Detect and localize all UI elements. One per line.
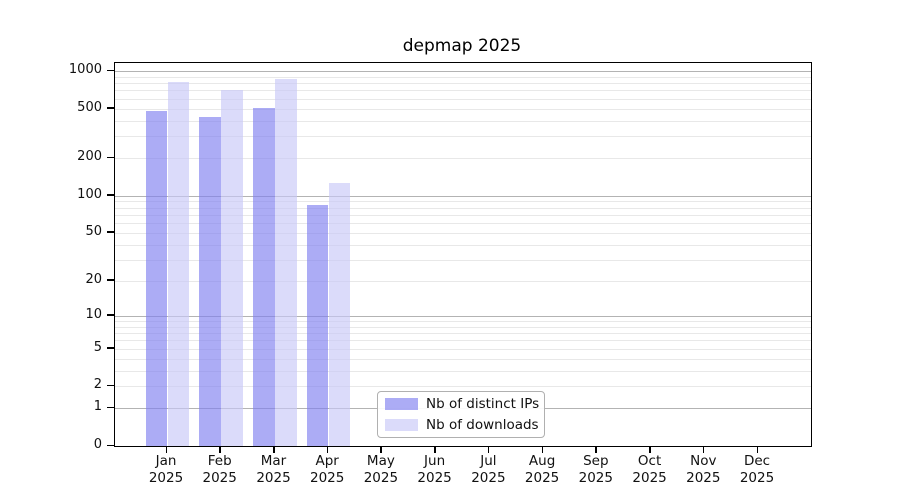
bar-distinct-ips-apr [306,204,329,446]
gridline-minor [115,326,811,328]
gridline-minor [115,333,811,335]
gridline-major [115,71,811,72]
y-tick-label: 1000 [68,62,102,77]
legend-item-distinct-ips: Nb of distinct IPs [385,396,540,412]
bar-downloads-feb [221,90,243,446]
legend-swatch-downloads [385,419,418,431]
y-tick-mark [107,279,114,281]
legend: Nb of distinct IPs Nb of downloads [377,391,545,438]
y-tick-label: 100 [77,186,102,202]
x-tick-label: Jun 2025 [417,453,452,486]
x-tick-label: Feb 2025 [202,453,237,486]
x-tick-mark [434,446,436,453]
y-tick-mark [107,314,114,316]
x-tick-label: Jan 2025 [148,453,184,486]
y-tick-mark [107,347,114,349]
x-tick-mark [649,446,651,453]
gridline-minor [115,90,811,92]
y-tick-label: 200 [77,149,102,165]
x-tick-mark [702,446,705,453]
y-tick-mark [107,231,114,233]
y-tick-label: 5 [93,339,102,355]
bar-downloads-mar [275,79,297,446]
gridline-minor [115,207,811,209]
gridline-minor [115,98,811,100]
y-tick-mark [107,156,114,159]
x-tick-label: Dec 2025 [739,453,775,486]
gridline-minor [115,386,811,388]
gridline-minor [115,370,811,372]
x-tick-mark [273,446,275,453]
bar-distinct-ips-jan [145,110,167,446]
legend-swatch-distinct-ips [385,398,418,410]
x-tick-label: Oct 2025 [632,453,667,486]
y-tick-label: 500 [77,99,102,115]
x-tick-label: Apr 2025 [310,453,345,486]
chart-title: depmap 2025 [402,36,522,56]
y-tick-mark [107,406,114,409]
y-tick-mark [107,69,114,71]
x-tick-mark [380,446,382,453]
x-tick-mark [326,446,329,453]
x-tick-mark [541,446,544,453]
y-tick-label: 20 [85,271,102,287]
bar-distinct-ips-feb [199,116,221,446]
gridline-minor [115,214,811,216]
gridline-major [115,195,811,197]
y-tick-mark [107,107,114,109]
gridline-minor [115,232,811,234]
gridline-minor [115,280,811,282]
gridline-minor [115,120,811,122]
x-tick-mark [165,446,167,453]
gridline-minor [115,136,811,138]
plot-area [114,62,812,447]
y-tick-mark [107,444,114,446]
bar-downloads-apr [328,183,351,446]
gridline-minor [115,358,811,360]
y-tick-label: 0 [93,437,102,452]
x-tick-label: Sep 2025 [578,453,613,486]
gridline-minor [115,201,811,203]
x-tick-label: Aug 2025 [524,453,560,486]
legend-label-downloads: Nb of downloads [426,417,539,433]
gridline-minor [115,76,811,78]
gridline-minor [115,321,811,322]
x-tick-mark [219,446,221,453]
gridline-minor [115,222,811,224]
y-tick-label: 10 [85,306,102,322]
x-tick-label: Jul 2025 [471,453,506,486]
x-tick-mark [487,446,490,453]
gridline-minor [115,108,811,110]
gridline-minor [115,158,811,160]
legend-label-distinct-ips: Nb of distinct IPs [426,396,540,412]
gridline-minor [115,259,811,261]
legend-item-downloads: Nb of downloads [385,417,539,433]
gridline-major [115,315,811,317]
gridline-minor [115,244,811,246]
bar-downloads-jan [167,82,189,446]
gridline-minor [115,348,811,350]
y-tick-label: 50 [85,223,102,239]
bar-distinct-ips-mar [253,108,275,446]
x-tick-label: Nov 2025 [686,453,721,486]
x-tick-label: Mar 2025 [256,453,291,486]
y-tick-label: 2 [93,377,102,393]
y-tick-label: 1 [93,399,102,415]
gridline-minor [115,340,811,342]
y-tick-mark [107,194,114,196]
gridline-minor [115,83,811,85]
x-tick-mark [595,446,597,453]
x-tick-label: May 2025 [363,453,399,486]
x-tick-mark [756,446,758,453]
y-tick-mark [107,384,114,387]
